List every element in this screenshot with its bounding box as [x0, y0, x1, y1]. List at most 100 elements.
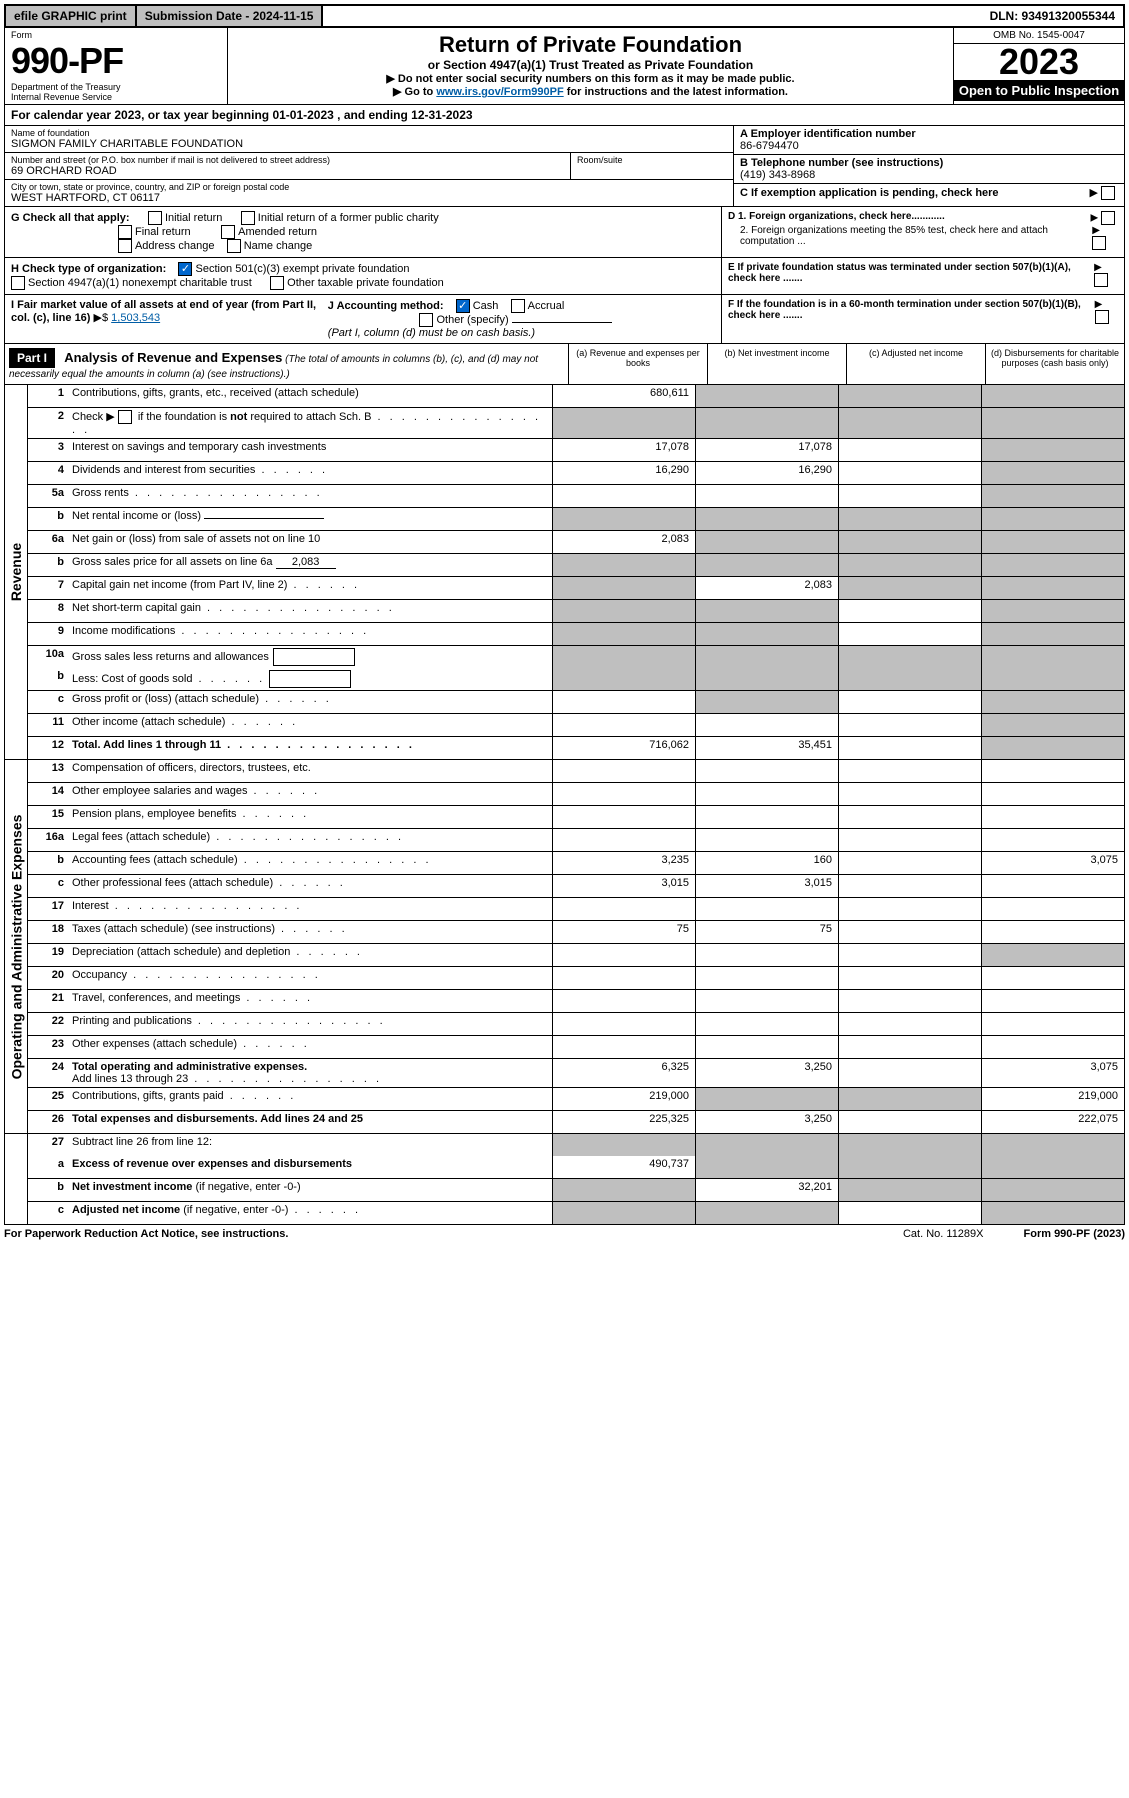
row-num: 18 [28, 921, 68, 943]
address-change-checkbox[interactable] [118, 239, 132, 253]
open-inspection: Open to Public Inspection [954, 80, 1124, 101]
i-section: I Fair market value of all assets at end… [11, 299, 328, 339]
address-value: 69 ORCHARD ROAD [11, 165, 564, 177]
city-label: City or town, state or province, country… [11, 182, 727, 192]
row-val-d [981, 921, 1124, 943]
c-checkbox[interactable] [1101, 186, 1115, 200]
row-14: 14 Other employee salaries and wages [28, 783, 1124, 806]
row-6a: 6a Net gain or (loss) from sale of asset… [28, 531, 1124, 554]
line27-table: 27 Subtract line 26 from line 12: a Exce… [4, 1134, 1125, 1225]
section-i-j-f: I Fair market value of all assets at end… [4, 295, 1125, 344]
row-num: c [28, 691, 68, 713]
row-2: 2 Check ▶ if the foundation is not requi… [28, 408, 1124, 439]
row-25: 25 Contributions, gifts, grants paid 219… [28, 1088, 1124, 1111]
row-val-d [981, 485, 1124, 507]
i-j-section: I Fair market value of all assets at end… [5, 295, 721, 343]
part1-badge: Part I [9, 348, 55, 368]
row-val-d [981, 385, 1124, 407]
row-8: 8 Net short-term capital gain [28, 600, 1124, 623]
row-desc: Other income (attach schedule) [68, 714, 552, 736]
note-pre: ▶ Go to [393, 86, 436, 98]
r19-text: Depreciation (attach schedule) and deple… [72, 946, 290, 958]
row-num: 13 [28, 760, 68, 782]
row-desc: Other expenses (attach schedule) [68, 1036, 552, 1058]
name-label: Name of foundation [11, 128, 727, 138]
row-val-c [838, 439, 981, 461]
final-return-checkbox[interactable] [118, 225, 132, 239]
row-val-a: 225,325 [552, 1111, 695, 1133]
dots [192, 673, 265, 685]
accrual-checkbox[interactable] [511, 299, 525, 313]
row-val-a [552, 760, 695, 782]
d1-checkbox[interactable] [1101, 211, 1115, 225]
row-val-a [552, 898, 695, 920]
row-num: 27 [28, 1134, 68, 1156]
row-num: 21 [28, 990, 68, 1012]
dots [238, 854, 432, 866]
address-row: Number and street (or P.O. box number if… [5, 153, 733, 180]
fmv-value-link[interactable]: 1,503,543 [111, 312, 160, 324]
501c3-checkbox[interactable] [178, 262, 192, 276]
f-checkbox[interactable] [1095, 310, 1109, 324]
row-desc: Contributions, gifts, grants, etc., rece… [68, 385, 552, 407]
row-val-c [838, 806, 981, 828]
row-num: b [28, 668, 68, 690]
row-desc: Total operating and administrative expen… [68, 1059, 552, 1087]
dln-value: DLN: 93491320055344 [982, 6, 1123, 26]
row-desc: Compensation of officers, directors, tru… [68, 760, 552, 782]
row-num: 22 [28, 1013, 68, 1035]
form990pf-link[interactable]: www.irs.gov/Form990PF [436, 86, 563, 98]
row-val-a [552, 944, 695, 966]
sch-b-checkbox[interactable] [118, 410, 132, 424]
other-taxable-checkbox[interactable] [270, 276, 284, 290]
initial-former-checkbox[interactable] [241, 211, 255, 225]
dots [221, 739, 415, 751]
col-a-header: (a) Revenue and expenses per books [568, 344, 707, 384]
dots [188, 1073, 382, 1085]
row-val-b [695, 385, 838, 407]
row-num: b [28, 852, 68, 874]
other-method-checkbox[interactable] [419, 313, 433, 327]
tax-year: 2023 [954, 44, 1124, 80]
col-b-header: (b) Net investment income [707, 344, 846, 384]
row-val-b: 32,201 [695, 1179, 838, 1201]
initial-return-checkbox[interactable] [148, 211, 162, 225]
expenses-side-label: Operating and Administrative Expenses [5, 760, 28, 1133]
form-footer: For Paperwork Reduction Act Notice, see … [4, 1225, 1125, 1243]
cash-checkbox[interactable] [456, 299, 470, 313]
row-val-a [552, 554, 695, 576]
row-num: 23 [28, 1036, 68, 1058]
row-23: 23 Other expenses (attach schedule) [28, 1036, 1124, 1059]
row-18: 18 Taxes (attach schedule) (see instruct… [28, 921, 1124, 944]
row-val-b [695, 829, 838, 851]
r22-text: Printing and publications [72, 1015, 192, 1027]
j-section: J Accounting method: Cash Accrual Other … [328, 299, 715, 339]
other-method-fill[interactable] [512, 322, 612, 323]
d2-checkbox[interactable] [1092, 236, 1106, 250]
row-3: 3 Interest on savings and temporary cash… [28, 439, 1124, 462]
4947-checkbox[interactable] [11, 276, 25, 290]
row-val-d [981, 1156, 1124, 1178]
e-checkbox[interactable] [1094, 273, 1108, 287]
name-change-checkbox[interactable] [227, 239, 241, 253]
efile-print-button[interactable]: efile GRAPHIC print [6, 6, 137, 26]
row-val-b [695, 806, 838, 828]
submission-date: Submission Date - 2024-11-15 [137, 6, 324, 26]
r25-text: Contributions, gifts, grants paid [72, 1090, 224, 1102]
amended-return-checkbox[interactable] [221, 225, 235, 239]
row-val-c [838, 385, 981, 407]
row-val-c [838, 944, 981, 966]
row-16c: c Other professional fees (attach schedu… [28, 875, 1124, 898]
row-val-d [981, 967, 1124, 989]
row-5a: 5a Gross rents [28, 485, 1124, 508]
f-section: F If the foundation is in a 60-month ter… [721, 295, 1124, 343]
header-right: OMB No. 1545-0047 2023 Open to Public In… [953, 28, 1124, 104]
r4-text: Dividends and interest from securities [72, 464, 255, 476]
row-val-b: 3,015 [695, 875, 838, 897]
row-val-c [838, 1013, 981, 1035]
calendar-year-line: For calendar year 2023, or tax year begi… [4, 105, 1125, 126]
dots [287, 579, 360, 591]
row-desc: Gross sales less returns and allowances [68, 646, 552, 668]
row-desc: Pension plans, employee benefits [68, 806, 552, 828]
row-val-d [981, 875, 1124, 897]
